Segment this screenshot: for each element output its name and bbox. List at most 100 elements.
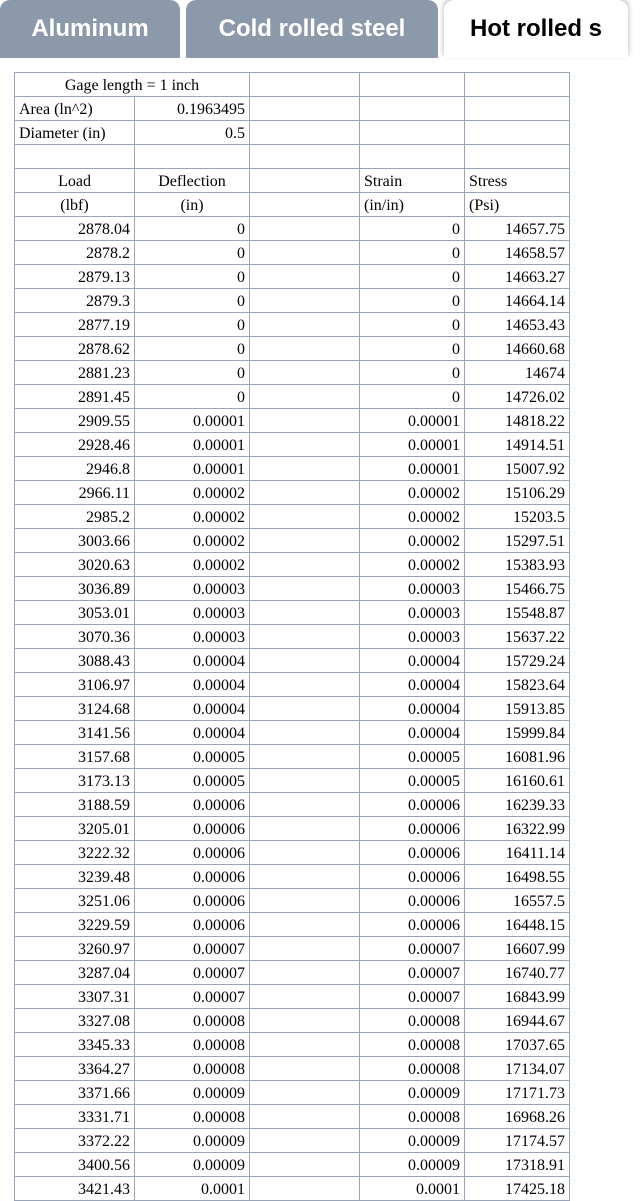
cell-strain: 0 [360,265,465,289]
cell-stress: 16322.99 [465,817,570,841]
gage-length-label: Gage length = 1 inch [15,73,250,97]
table-row: 2879.30014664.14 [15,289,570,313]
cell-deflection: 0.00004 [135,697,250,721]
cell-stress: 14658.57 [465,241,570,265]
table-row: 2946.80.000010.0000115007.92 [15,457,570,481]
cell-strain: 0.00008 [360,1009,465,1033]
tab-aluminum[interactable]: Aluminum [0,0,180,58]
empty-cell [250,553,360,577]
cell-stress: 17171.73 [465,1081,570,1105]
cell-load: 2909.55 [15,409,135,433]
cell-load: 3053.01 [15,601,135,625]
empty-cell [250,73,360,97]
cell-strain: 0 [360,385,465,409]
cell-deflection: 0.00006 [135,841,250,865]
cell-strain: 0 [360,241,465,265]
cell-deflection: 0.0001 [135,1177,250,1201]
empty-cell [250,313,360,337]
table-row: 3106.970.000040.0000415823.64 [15,673,570,697]
cell-load: 3307.31 [15,985,135,1009]
empty-cell [250,1009,360,1033]
table-row: 3287.040.000070.0000716740.77 [15,961,570,985]
empty-cell [250,241,360,265]
cell-stress: 16557.5 [465,889,570,913]
cell-deflection: 0.00007 [135,985,250,1009]
table-row: 3345.330.000080.0000817037.65 [15,1033,570,1057]
cell-strain: 0.00007 [360,961,465,985]
table-row: 3003.660.000020.0000215297.51 [15,529,570,553]
cell-strain: 0 [360,361,465,385]
spacer-row [15,145,570,169]
cell-strain: 0.00008 [360,1033,465,1057]
cell-stress: 17174.57 [465,1129,570,1153]
cell-load: 3222.32 [15,841,135,865]
empty-cell [250,289,360,313]
cell-deflection: 0 [135,361,250,385]
empty-cell [135,145,250,169]
cell-stress: 17318.91 [465,1153,570,1177]
empty-cell [465,145,570,169]
table-row: 3229.590.000060.0000616448.15 [15,913,570,937]
table-row: 3070.360.000030.0000315637.22 [15,625,570,649]
cell-load: 3141.56 [15,721,135,745]
cell-strain: 0 [360,337,465,361]
cell-deflection: 0.00004 [135,673,250,697]
cell-stress: 15729.24 [465,649,570,673]
tab-hot-rolled-steel[interactable]: Hot rolled s [444,0,628,58]
empty-cell [250,601,360,625]
cell-load: 3106.97 [15,673,135,697]
col-deflection-header: Deflection [135,169,250,193]
header-row-gage: Gage length = 1 inch [15,73,570,97]
empty-cell [250,673,360,697]
cell-strain: 0.00001 [360,457,465,481]
cell-load: 3173.13 [15,769,135,793]
tab-cold-rolled-steel[interactable]: Cold rolled steel [186,0,438,58]
cell-load: 3364.27 [15,1057,135,1081]
empty-cell [465,121,570,145]
cell-stress: 15999.84 [465,721,570,745]
cell-stress: 15548.87 [465,601,570,625]
col-deflection-unit: (in) [135,193,250,217]
cell-load: 2879.13 [15,265,135,289]
cell-load: 3372.22 [15,1129,135,1153]
empty-cell [250,1177,360,1201]
cell-load: 3251.06 [15,889,135,913]
cell-stress: 14726.02 [465,385,570,409]
table-row: 3173.130.000050.0000516160.61 [15,769,570,793]
empty-cell [250,385,360,409]
empty-cell [250,649,360,673]
cell-strain: 0.00007 [360,985,465,1009]
empty-cell [250,265,360,289]
header-row-area: Area (ln^2) 0.1963495 [15,97,570,121]
cell-deflection: 0 [135,265,250,289]
col-load-header: Load [15,169,135,193]
table-row: 3251.060.000060.0000616557.5 [15,889,570,913]
cell-load: 3020.63 [15,553,135,577]
empty-cell [360,97,465,121]
cell-strain: 0.00004 [360,721,465,745]
table-row: 3020.630.000020.0000215383.93 [15,553,570,577]
table-row: 3088.430.000040.0000415729.24 [15,649,570,673]
header-row-diameter: Diameter (in) 0.5 [15,121,570,145]
empty-cell [250,961,360,985]
cell-strain: 0.00002 [360,553,465,577]
cell-stress: 16843.99 [465,985,570,1009]
cell-stress: 14914.51 [465,433,570,457]
cell-stress: 16607.99 [465,937,570,961]
cell-load: 3205.01 [15,817,135,841]
cell-stress: 14660.68 [465,337,570,361]
empty-cell [250,169,360,193]
cell-load: 3400.56 [15,1153,135,1177]
cell-load: 3331.71 [15,1105,135,1129]
cell-deflection: 0.00002 [135,553,250,577]
cell-load: 3345.33 [15,1033,135,1057]
table-row: 3400.560.000090.0000917318.91 [15,1153,570,1177]
cell-load: 2878.62 [15,337,135,361]
empty-cell [250,841,360,865]
empty-cell [250,505,360,529]
cell-stress: 17134.07 [465,1057,570,1081]
col-strain-header: Strain [360,169,465,193]
diameter-label: Diameter (in) [15,121,135,145]
col-strain-unit: (in/in) [360,193,465,217]
cell-deflection: 0.00008 [135,1105,250,1129]
